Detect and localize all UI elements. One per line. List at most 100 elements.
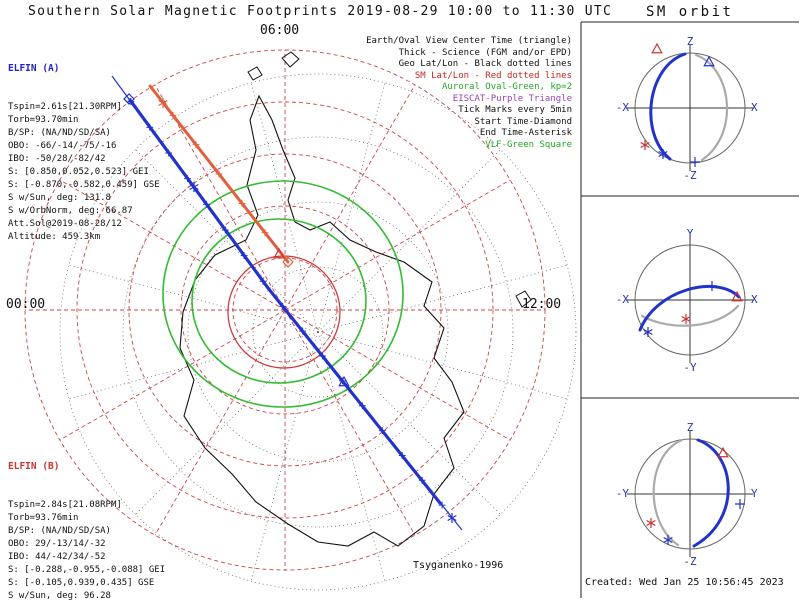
legend-line: Geo Lat/Lon - Black dotted lines xyxy=(398,59,572,69)
model-label: Tsyganenko-1996 xyxy=(413,560,504,571)
island-outline xyxy=(515,290,532,308)
elfin-a-footprint-5min-tick xyxy=(319,352,326,360)
elfin-b-detail-line: OBO: 29/-13/14/-32 xyxy=(8,539,106,549)
elfin-a-detail-line: S w/OrbNorm, deg: 66.87 xyxy=(8,206,133,216)
geo-grid-radial xyxy=(250,82,319,333)
elfin-a-footprint-triangle-marker xyxy=(338,375,350,387)
legend-line: EISCAT-Purple Triangle xyxy=(452,93,572,104)
elfin-a-detail-line: S: [-0.870,-0.582,0.459] GSE xyxy=(8,180,160,190)
elfin-a-footprint-5min-tick xyxy=(146,123,154,131)
elfin-b-detail-line: B/SP: (NA/ND/SD/SA) xyxy=(8,526,111,536)
elfin-b-footprint-triangle-marker xyxy=(273,247,285,259)
elfin-b-detail-line: IBO: 44/-42/34/-52 xyxy=(8,552,106,562)
elfin-a-footprint-5min-tick xyxy=(279,302,287,310)
elfin-a-detail-line: IBO: -50/28/-82/42 xyxy=(8,154,106,164)
orbit-panel-plus-marker xyxy=(735,499,745,509)
elfin-b-footprint-5min-tick xyxy=(192,141,200,149)
elfin-b-details: Tspin=2.84s[21.08RPM] Torb=93.76min B/SP: … xyxy=(8,499,165,600)
orbit-panel-triangle-marker xyxy=(731,290,743,302)
elfin-a-footprint-5min-tick xyxy=(165,149,173,157)
elfin-a-detail-line: B/SP: (NA/ND/SD/SA) xyxy=(8,128,111,138)
panel0-axis-left: -X xyxy=(615,101,629,114)
geo-grid-circle xyxy=(252,266,384,398)
sm-grid-circle xyxy=(76,101,494,519)
elfin-b-footprint-5min-tick xyxy=(215,170,223,178)
sm-grid-radial xyxy=(59,309,286,441)
mlt-label-0600: 06:00 xyxy=(260,23,300,38)
orbit-panel-asterisk-marker xyxy=(646,518,656,528)
elfin-b-detail-line: S w/Sun, deg: 96.28 xyxy=(8,591,111,600)
elfin-a-footprint-5min-tick xyxy=(240,252,248,259)
island-outline xyxy=(281,51,300,68)
legend: Earth/Oval View Center Time (triangle) Th… xyxy=(350,36,572,151)
elfin-a-info-block: ELFIN (A) Tspin=2.61s[21.30RPM] Torb=93.7… xyxy=(8,36,160,270)
elfin-a-detail-line: S: [0.850,0.052,0.523] GEI xyxy=(8,167,149,177)
geo-grid-circle xyxy=(122,136,514,528)
orbit-panel-asterisk-marker xyxy=(663,535,673,545)
panel2-axis-left: -Y xyxy=(615,487,629,500)
legend-line: Thick - Science (FGM and/or EPD) xyxy=(398,47,572,58)
elfin-a-detail-line: OBO: -66/-14/-75/-16 xyxy=(8,141,117,151)
orbit-arc-nearside xyxy=(649,52,687,161)
elfin-a-footprint-diamond-marker xyxy=(123,93,135,105)
elfin-a-footprint-asterisk-marker xyxy=(447,513,457,523)
legend-line: Auroral Oval-Green, kp=2 xyxy=(441,82,572,92)
panel0-axis-top: Z xyxy=(686,35,694,48)
elfin-b-detail-line: Torb=93.76min xyxy=(8,513,79,523)
legend-line: Tick Marks every 5min xyxy=(458,105,572,115)
orbit-arc-farside xyxy=(694,53,729,162)
elfin-a-detail-line: Torb=93.70min xyxy=(8,115,79,125)
elfin-a-footprint-5min-tick xyxy=(358,402,366,410)
elfin-b-detail-line: S: [-0.288,-0.955,-0.088] GEI xyxy=(8,565,166,575)
panel1-axis-right: X xyxy=(751,293,758,306)
elfin-a-detail-line: Att.Sol@2019-08-28/12 xyxy=(8,219,122,229)
island-outline xyxy=(247,66,263,81)
geo-grid-radial xyxy=(317,331,501,515)
created-timestamp: Created: Wed Jan 25 10:56:45 2023 xyxy=(585,577,784,588)
panel0-axis-right: X xyxy=(751,101,758,114)
orbit-arc-farside xyxy=(652,438,684,547)
orbit-panel-asterisk-marker xyxy=(640,140,650,150)
page-title: Southern Solar Magnetic Footprints 2019-… xyxy=(28,4,613,19)
elfin-a-footprint-5min-tick xyxy=(398,452,406,459)
orbit-panel-plus-marker xyxy=(690,157,700,167)
elfin-b-footprint-5min-tick xyxy=(238,199,246,207)
geo-grid-radial xyxy=(135,331,319,515)
elfin-b-footprint-diamond-marker xyxy=(282,256,294,268)
mlt-label-1200: 12:00 xyxy=(522,297,562,312)
geo-grid-radial xyxy=(317,331,386,582)
elfin-a-footprint-5min-tick xyxy=(418,476,426,484)
elfin-a-footprint-5min-tick xyxy=(221,226,229,234)
panel1-axis-top: Y xyxy=(686,227,694,240)
geo-grid-radial xyxy=(68,264,319,333)
elfin-b-info-block: ELFIN (B) Tspin=2.84s[21.08RPM] Torb=93.7… xyxy=(8,434,165,600)
elfin-a-footprint-5min-tick xyxy=(299,327,307,335)
elfin-b-footprint-5min-tick xyxy=(261,229,269,237)
orbit-panel-triangle-marker xyxy=(717,446,729,458)
sm-orbit-title: SM orbit xyxy=(646,4,734,20)
elfin-a-footprint-5min-tick xyxy=(378,427,386,434)
panel2-axis-right: Y xyxy=(751,487,758,500)
orbit-panel-asterisk-marker xyxy=(643,327,653,337)
elfin-a-detail-line: Tspin=2.61s[21.30RPM] xyxy=(8,102,122,112)
geo-grid-circle xyxy=(187,201,449,463)
geo-grid-radial xyxy=(317,331,568,400)
elfin-a-details: Tspin=2.61s[21.30RPM] Torb=93.70min B/SP: … xyxy=(8,101,160,244)
geo-grid-radial xyxy=(317,264,568,333)
legend-line: Start Time-Diamond xyxy=(474,116,572,127)
geo-grid-radial xyxy=(135,149,319,333)
orbit-arc-nearside xyxy=(638,284,741,332)
orbit-panel-triangle-marker xyxy=(703,55,715,67)
orbit-arc-nearside xyxy=(692,438,730,548)
orbit-panel-triangle-marker xyxy=(651,42,663,54)
geo-grid-radial xyxy=(317,149,501,333)
mlt-label-0000: 00:00 xyxy=(6,297,46,312)
elfin-a-detail-line: Altitude: 459.3km xyxy=(8,232,101,242)
panel2-axis-bottom: -Z xyxy=(683,555,697,568)
orbit-arc-farside xyxy=(640,304,740,327)
legend-line: End Time-Asterisk xyxy=(479,128,572,138)
elfin-a-detail-line: S w/Sun, deg: 131.8 xyxy=(8,193,111,203)
auroral-oval-inner xyxy=(191,218,367,384)
